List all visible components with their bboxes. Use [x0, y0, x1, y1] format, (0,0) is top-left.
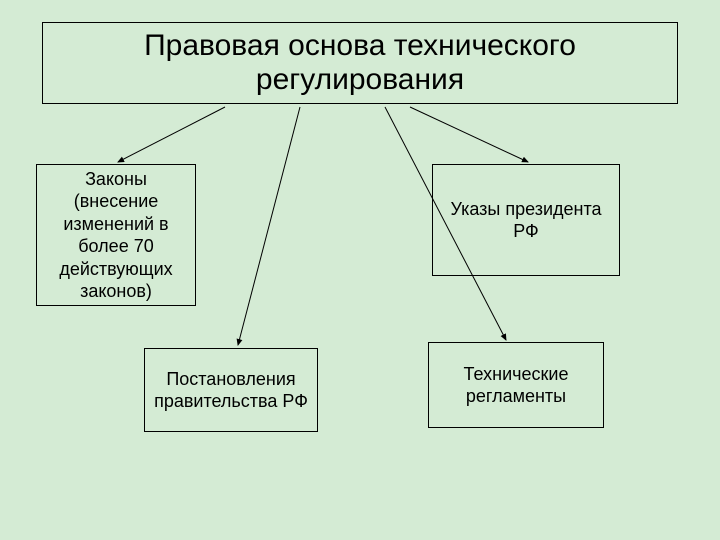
node-label: Технические регламенты: [433, 363, 599, 408]
node-resolutions: Постановления правительства РФ: [144, 348, 318, 432]
node-label: Законы (внесение изменений в более 70 де…: [41, 168, 191, 303]
node-decrees: Указы президента РФ: [432, 164, 620, 276]
node-regulations: Технические регламенты: [428, 342, 604, 428]
arrow-1: [238, 107, 300, 345]
arrow-2: [410, 107, 528, 162]
node-label: Указы президента РФ: [437, 198, 615, 243]
arrow-0: [118, 107, 225, 162]
node-label: Постановления правительства РФ: [149, 368, 313, 413]
title-text: Правовая основа технического регулирован…: [43, 29, 677, 97]
node-laws: Законы (внесение изменений в более 70 де…: [36, 164, 196, 306]
title-box: Правовая основа технического регулирован…: [42, 22, 678, 104]
